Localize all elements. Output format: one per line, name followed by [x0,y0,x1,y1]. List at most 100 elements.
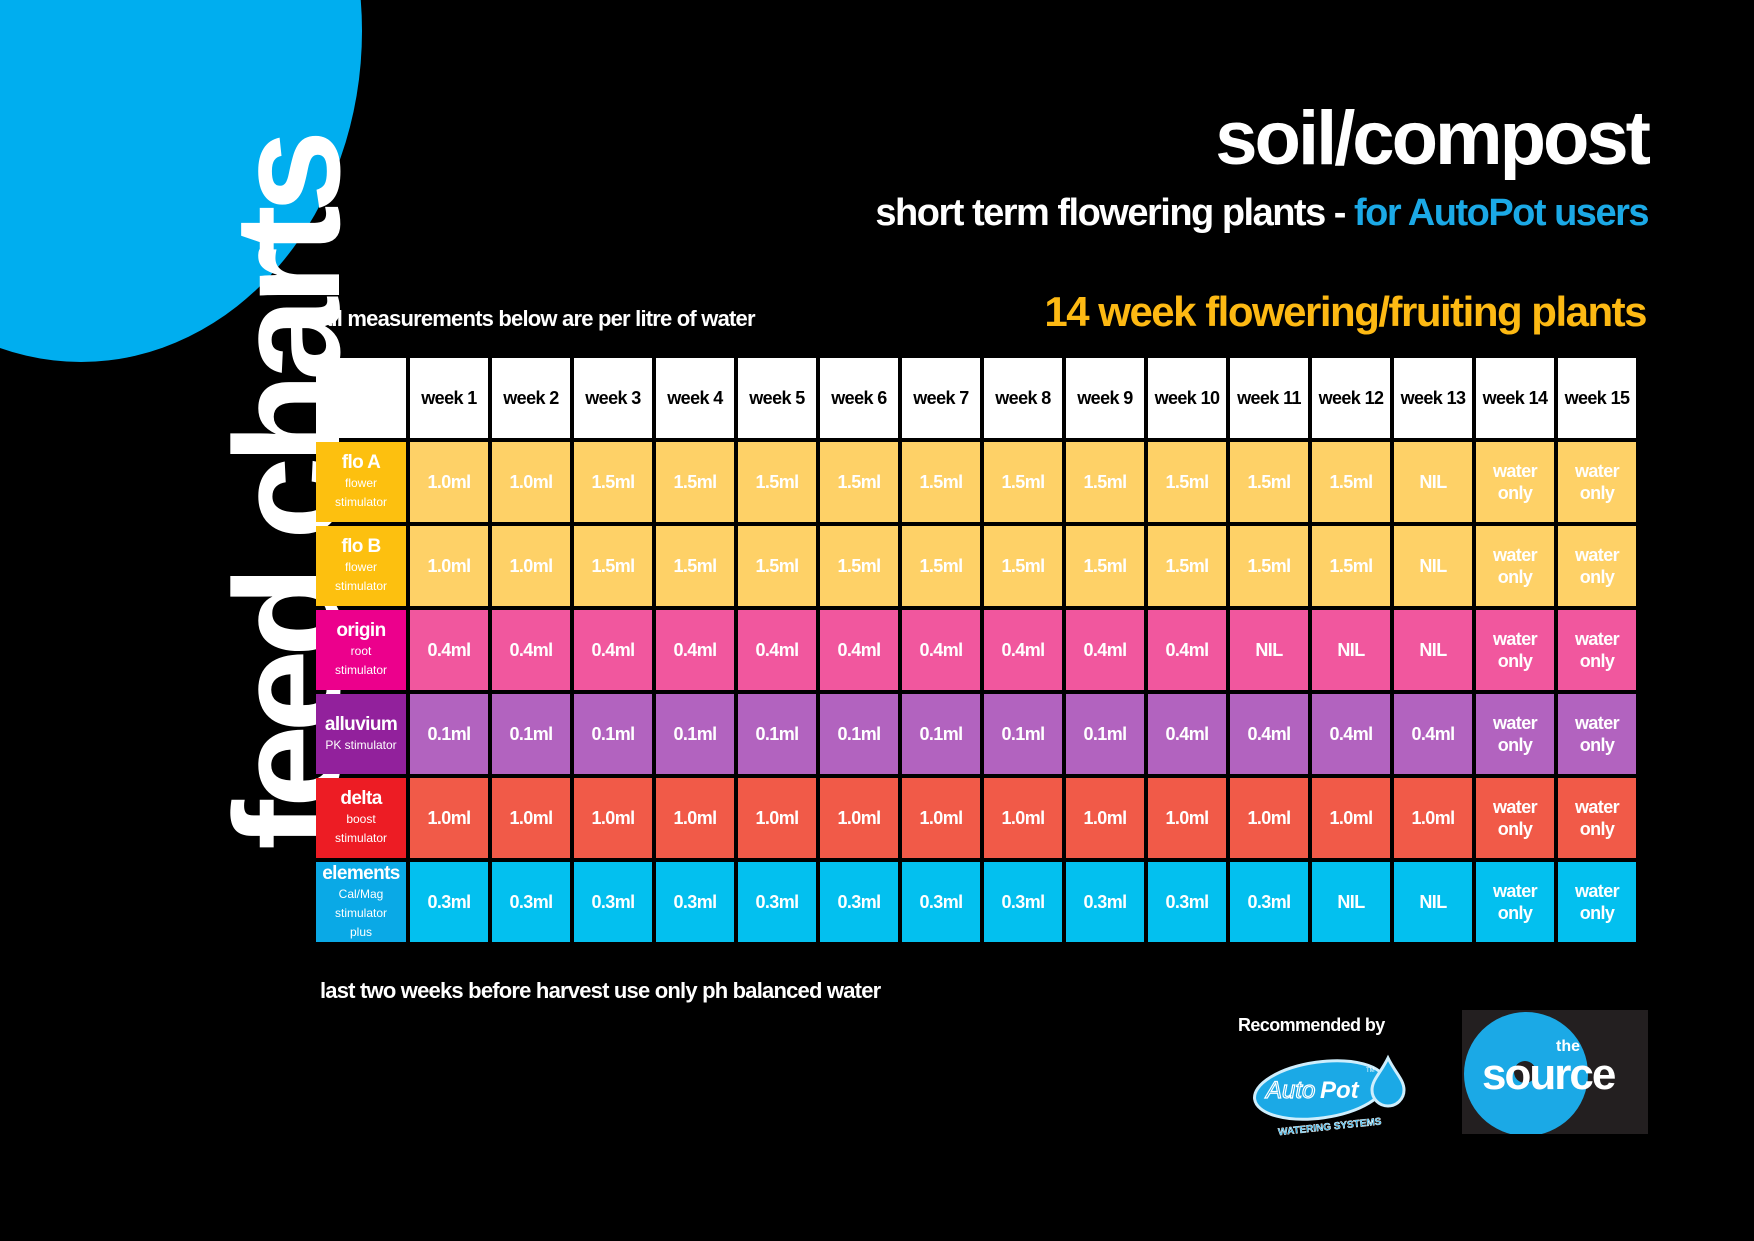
dose-cell: 1.0ml [656,778,734,858]
dose-cell: 0.1ml [574,694,652,774]
dose-cell: 1.0ml [820,778,898,858]
dose-cell: water only [1558,442,1636,522]
subtitle-accent: for AutoPot users [1354,192,1650,234]
dose-cell: 1.5ml [1066,442,1144,522]
dose-cell: 0.4ml [656,610,734,690]
dose-cell: 1.5ml [1312,526,1390,606]
dose-cell: 1.5ml [820,526,898,606]
dose-cell: 0.3ml [820,862,898,942]
dose-cell: 0.4ml [902,610,980,690]
dose-cell: 0.1ml [656,694,734,774]
page-title: soil/compost [1215,96,1651,181]
dose-cell: 0.1ml [820,694,898,774]
product-description: boost [346,812,376,826]
dose-cell: 0.1ml [984,694,1062,774]
dose-cell: 1.0ml [410,526,488,606]
row-label-delta: delta boost stimulator [316,778,406,858]
dose-cell: water only [1558,694,1636,774]
table-row: delta boost stimulator 1.0ml 1.0ml 1.0ml 1.0ml… [316,778,1636,858]
dose-cell: 0.1ml [492,694,570,774]
dose-cell: 1.5ml [984,442,1062,522]
dose-cell: 1.5ml [738,526,816,606]
harvest-note: last two weeks before harvest use only p… [320,978,881,1003]
dose-cell: NIL [1312,862,1390,942]
dose-cell: 1.5ml [656,442,734,522]
dose-cell: 0.4ml [738,610,816,690]
subtitle: short term flowering plants - for AutoPo… [875,192,1650,235]
dose-cell: water only [1558,526,1636,606]
column-header-week: week 12 [1312,358,1390,438]
product-name: flo B [341,536,381,557]
dose-cell: 1.5ml [738,442,816,522]
source-word: source [1482,1050,1616,1099]
dose-cell: 1.0ml [902,778,980,858]
column-header-week: week 8 [984,358,1062,438]
column-header-week: week 14 [1476,358,1554,438]
product-name: flo A [341,452,381,473]
source-small-word: the [1556,1038,1580,1055]
product-description: root [350,644,372,658]
product-description: plus [349,924,372,939]
dose-cell: 1.5ml [1230,442,1308,522]
dose-cell: water only [1558,862,1636,942]
dose-cell: NIL [1230,610,1308,690]
row-label-elements: elements Cal/Mag stimulator plus [316,862,406,942]
product-description: Cal/Mag [338,886,384,901]
row-label-alluvium: alluvium PK stimulator [316,694,406,774]
dose-cell: 1.5ml [656,526,734,606]
dose-cell: water only [1558,610,1636,690]
dose-cell: 0.4ml [1148,694,1226,774]
dose-cell: 0.4ml [492,610,570,690]
column-header-week: week 2 [492,358,570,438]
dose-cell: 0.1ml [902,694,980,774]
dose-cell: 1.0ml [410,442,488,522]
dose-cell: water only [1476,694,1554,774]
product-description: stimulator [334,495,387,509]
dose-cell: 1.5ml [1066,526,1144,606]
product-description: flower [344,476,377,490]
the-source-logo: the source [1462,1010,1648,1134]
table-row: alluvium PK stimulator 0.1ml 0.1ml 0.1ml 0.1m… [316,694,1636,774]
dose-cell: 1.5ml [1148,526,1226,606]
corner-cell [316,358,406,438]
dose-cell: 1.0ml [1066,778,1144,858]
product-name: elements [322,862,400,884]
measurement-note: all measurements below are per litre of … [320,306,756,331]
dose-cell: 1.5ml [1230,526,1308,606]
dose-cell: 1.5ml [902,442,980,522]
dose-cell: 0.3ml [656,862,734,942]
row-label-flo-a: flo A flower stimulator [316,442,406,522]
dose-cell: 1.5ml [902,526,980,606]
dose-cell: water only [1476,610,1554,690]
source-disc-hole [1514,1061,1536,1083]
product-name: origin [336,620,386,641]
dose-cell: 0.4ml [1066,610,1144,690]
dose-cell: 0.3ml [574,862,652,942]
feed-table: week 1 week 2 week 3 week 4 week 5 week 6 week… [312,354,1640,946]
column-header-week: week 5 [738,358,816,438]
dose-cell: 0.3ml [492,862,570,942]
dose-cell: 1.0ml [492,526,570,606]
column-header-week: week 1 [410,358,488,438]
svg-text:Pot: Pot [1320,1077,1360,1104]
column-header-week: week 13 [1394,358,1472,438]
product-name: delta [340,788,382,809]
product-description: stimulator [334,663,387,677]
product-description: PK stimulator [325,737,397,752]
dose-cell: 0.4ml [1312,694,1390,774]
dose-cell: 0.3ml [1066,862,1144,942]
dose-cell: 1.0ml [492,778,570,858]
dose-cell: 0.4ml [1230,694,1308,774]
column-header-week: week 10 [1148,358,1226,438]
dose-cell: water only [1476,778,1554,858]
column-header-week: week 6 [820,358,898,438]
dose-cell: 1.0ml [1312,778,1390,858]
dose-cell: 0.4ml [410,610,488,690]
row-label-flo-b: flo B flower stimulator [316,526,406,606]
subtitle-main: short term flowering plants - [875,192,1354,234]
header-row: week 1 week 2 week 3 week 4 week 5 week 6 week… [316,358,1636,438]
dose-cell: 1.0ml [410,778,488,858]
dose-cell: 1.5ml [574,442,652,522]
svg-text:TM: TM [1366,1068,1375,1074]
